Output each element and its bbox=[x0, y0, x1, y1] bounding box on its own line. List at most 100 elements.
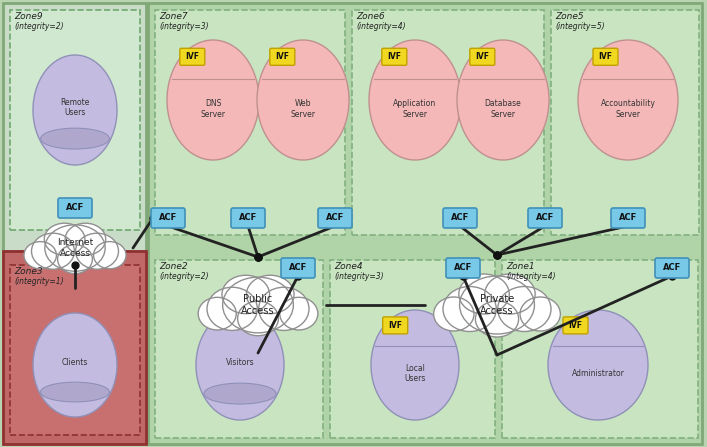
Text: (integrity=1): (integrity=1) bbox=[14, 277, 64, 286]
Text: (integrity=3): (integrity=3) bbox=[334, 272, 384, 281]
Text: IVF: IVF bbox=[388, 321, 402, 330]
Ellipse shape bbox=[443, 287, 496, 332]
Text: ACF: ACF bbox=[66, 203, 84, 212]
Ellipse shape bbox=[167, 40, 259, 160]
Text: Remote
Users: Remote Users bbox=[60, 97, 90, 117]
Ellipse shape bbox=[223, 277, 293, 333]
Bar bbox=[10, 265, 140, 435]
Ellipse shape bbox=[475, 301, 519, 337]
Ellipse shape bbox=[520, 297, 561, 331]
Ellipse shape bbox=[578, 40, 678, 160]
Ellipse shape bbox=[40, 128, 110, 149]
FancyBboxPatch shape bbox=[281, 258, 315, 278]
Ellipse shape bbox=[238, 301, 279, 336]
Text: ACF: ACF bbox=[451, 214, 469, 223]
FancyBboxPatch shape bbox=[382, 317, 408, 334]
Text: ACF: ACF bbox=[289, 263, 307, 273]
Text: Local
Users: Local Users bbox=[404, 363, 426, 383]
Ellipse shape bbox=[32, 233, 74, 269]
Ellipse shape bbox=[259, 287, 309, 330]
Text: ACF: ACF bbox=[239, 214, 257, 223]
Ellipse shape bbox=[65, 223, 106, 255]
Text: (integrity=4): (integrity=4) bbox=[506, 272, 556, 281]
Text: Administrator: Administrator bbox=[571, 369, 624, 378]
Ellipse shape bbox=[222, 275, 269, 314]
Bar bbox=[352, 10, 544, 235]
FancyBboxPatch shape bbox=[469, 48, 495, 65]
Text: ACF: ACF bbox=[159, 214, 177, 223]
Text: Zone9: Zone9 bbox=[14, 12, 42, 21]
Text: IVF: IVF bbox=[387, 52, 402, 61]
Text: DNS
Server: DNS Server bbox=[201, 99, 226, 119]
Bar bbox=[330, 260, 495, 438]
Ellipse shape bbox=[204, 383, 276, 404]
Ellipse shape bbox=[433, 297, 474, 331]
Text: Zone6: Zone6 bbox=[356, 12, 385, 21]
Ellipse shape bbox=[548, 310, 648, 420]
Text: Database
Server: Database Server bbox=[484, 99, 521, 119]
Ellipse shape bbox=[196, 310, 284, 420]
Text: Public
Access: Public Access bbox=[241, 294, 275, 316]
Text: (integrity=3): (integrity=3) bbox=[159, 22, 209, 31]
Text: Zone5: Zone5 bbox=[555, 12, 583, 21]
Ellipse shape bbox=[93, 241, 126, 269]
Text: ACF: ACF bbox=[536, 214, 554, 223]
Text: ACF: ACF bbox=[326, 214, 344, 223]
Ellipse shape bbox=[57, 245, 93, 274]
Text: Clients: Clients bbox=[62, 358, 88, 367]
Ellipse shape bbox=[369, 40, 461, 160]
Bar bbox=[155, 10, 345, 235]
FancyBboxPatch shape bbox=[446, 258, 480, 278]
Ellipse shape bbox=[280, 297, 318, 330]
Bar bbox=[148, 3, 702, 444]
Ellipse shape bbox=[457, 40, 549, 160]
Text: Accountability
Server: Accountability Server bbox=[600, 99, 655, 119]
Text: Visitors: Visitors bbox=[226, 358, 255, 367]
Text: Zone7: Zone7 bbox=[159, 12, 187, 21]
Text: (integrity=2): (integrity=2) bbox=[14, 22, 64, 31]
Text: (integrity=4): (integrity=4) bbox=[356, 22, 406, 31]
Bar bbox=[155, 260, 323, 438]
Text: ACF: ACF bbox=[663, 263, 681, 273]
FancyBboxPatch shape bbox=[563, 317, 588, 334]
Ellipse shape bbox=[40, 382, 110, 402]
Text: IVF: IVF bbox=[599, 52, 612, 61]
Ellipse shape bbox=[76, 233, 119, 269]
Text: IVF: IVF bbox=[275, 52, 289, 61]
Ellipse shape bbox=[207, 287, 257, 330]
Bar bbox=[10, 10, 140, 230]
Text: Zone1: Zone1 bbox=[506, 262, 534, 271]
Text: Web
Server: Web Server bbox=[291, 99, 315, 119]
Text: ACF: ACF bbox=[619, 214, 637, 223]
Ellipse shape bbox=[24, 241, 57, 269]
FancyBboxPatch shape bbox=[318, 208, 352, 228]
Text: (integrity=2): (integrity=2) bbox=[159, 272, 209, 281]
FancyBboxPatch shape bbox=[382, 48, 407, 65]
Ellipse shape bbox=[498, 287, 551, 332]
Text: Private
Access: Private Access bbox=[480, 294, 514, 316]
FancyBboxPatch shape bbox=[528, 208, 562, 228]
Text: Zone2: Zone2 bbox=[159, 262, 187, 271]
Ellipse shape bbox=[45, 225, 105, 271]
Ellipse shape bbox=[33, 55, 117, 165]
Text: IVF: IVF bbox=[185, 52, 199, 61]
Text: ACF: ACF bbox=[454, 263, 472, 273]
FancyBboxPatch shape bbox=[58, 198, 92, 218]
Text: Zone3: Zone3 bbox=[14, 267, 42, 276]
Ellipse shape bbox=[459, 274, 509, 314]
Text: IVF: IVF bbox=[568, 321, 583, 330]
FancyBboxPatch shape bbox=[180, 48, 205, 65]
Ellipse shape bbox=[485, 274, 535, 314]
Text: Internet
Access: Internet Access bbox=[57, 238, 93, 258]
Ellipse shape bbox=[247, 275, 294, 314]
Bar bbox=[551, 10, 699, 235]
FancyBboxPatch shape bbox=[151, 208, 185, 228]
Text: IVF: IVF bbox=[475, 52, 489, 61]
Text: Application
Server: Application Server bbox=[393, 99, 437, 119]
Ellipse shape bbox=[257, 40, 349, 160]
FancyBboxPatch shape bbox=[270, 48, 295, 65]
Bar bbox=[3, 251, 146, 444]
FancyBboxPatch shape bbox=[231, 208, 265, 228]
Ellipse shape bbox=[45, 223, 85, 255]
Ellipse shape bbox=[371, 310, 459, 420]
